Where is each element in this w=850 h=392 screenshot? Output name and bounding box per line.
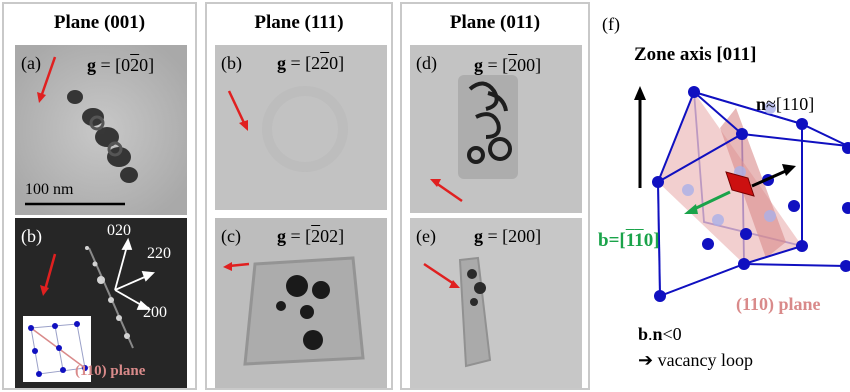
b-value-pre: b=[ <box>598 230 626 251</box>
g-value-pre: = [ <box>286 226 312 246</box>
panel-title: Plane (111) <box>254 12 344 33</box>
image-b1-graphic <box>15 218 187 388</box>
image-a-g-vector: g = [020] <box>87 55 154 76</box>
g-value-post: 0] <box>329 53 345 73</box>
g-symbol: g <box>87 55 96 75</box>
tem-image-c: (c) g = [202] <box>215 218 387 388</box>
inset-plane-label: (110) plane <box>75 363 146 379</box>
g-value-post: 0] <box>139 55 155 75</box>
dir-220-label: 220 <box>147 245 171 262</box>
b-value-post: 0] <box>643 230 660 251</box>
b-value-bar-2: 1 <box>634 230 644 251</box>
vacancy-loop-label: ➔ vacancy loop <box>638 350 754 370</box>
panel-title: Plane (001) <box>53 12 146 33</box>
tem-image-d: (d) g = [200] <box>410 45 582 213</box>
image-e-graphic <box>410 218 582 388</box>
image-e-g-vector: g = [200] <box>474 226 541 247</box>
cond-dot: . <box>648 324 653 344</box>
image-b2-label: (b) <box>221 53 242 73</box>
image-d-label: (d) <box>416 53 437 73</box>
dir-020-label: 020 <box>107 222 131 239</box>
g-symbol: g <box>277 226 286 246</box>
g-symbol: g <box>474 226 483 246</box>
image-b2-g-vector: g = [220] <box>277 53 344 74</box>
panel-title: Plane (011) <box>449 12 541 33</box>
schematic-panel: (f) Zone axis [011] n≈[110] b=[110] (110… <box>596 0 850 392</box>
cube-schematic <box>634 86 850 302</box>
image-c-label: (c) <box>221 226 241 246</box>
n-vector-label: n≈[110] <box>756 94 814 115</box>
g-value-bar: 2 <box>311 226 321 246</box>
g-value-pre: = [2 <box>286 53 321 73</box>
zone-axis-label: Zone axis [011] <box>634 44 757 65</box>
tem-image-a: (a) g = [020] 100 nm <box>15 45 187 215</box>
condition-label: b.n<0 <box>638 324 682 345</box>
tem-image-b-diffraction: (b) 020 220 200 (110) plane <box>15 218 187 388</box>
image-d-graphic <box>410 45 582 213</box>
n-symbol: n <box>756 94 767 114</box>
g-value-bar: 2 <box>508 55 518 75</box>
g-value-post: 00] <box>517 55 542 75</box>
g-value-pre: = [ <box>483 55 509 75</box>
image-d-g-vector: g = [200] <box>474 55 541 76</box>
g-symbol: g <box>277 53 286 73</box>
cond-b: b <box>638 324 649 344</box>
plane-label: (110) plane <box>736 294 821 314</box>
cond-rest: <0 <box>662 324 682 344</box>
g-value: = [200] <box>483 226 542 246</box>
b-vector-label: b=[110] <box>598 230 660 252</box>
image-c-g-vector: g = [202] <box>277 226 344 247</box>
image-b2-graphic <box>215 45 387 210</box>
cond-n: n <box>652 324 663 344</box>
tem-image-b-111: (b) g = [220] <box>215 45 387 210</box>
g-value-post: 02] <box>320 226 345 246</box>
g-value-pre: = [0 <box>96 55 131 75</box>
g-value-bar: 2 <box>130 55 140 75</box>
g-symbol: g <box>474 55 483 75</box>
image-e-label: (e) <box>416 226 436 246</box>
image-a-graphic <box>15 45 187 215</box>
g-value-bar: 2 <box>320 53 330 73</box>
image-a-label: (a) <box>21 53 41 73</box>
scale-bar-label: 100 nm <box>25 181 74 198</box>
dir-200-label: 200 <box>143 304 167 321</box>
image-b1-label: (b) <box>21 226 42 246</box>
b-value-bar-1: 1 <box>625 230 635 251</box>
tem-image-e: (e) g = [200] <box>410 218 582 388</box>
panel-f-label: (f) <box>602 14 620 34</box>
image-c-graphic <box>215 218 387 388</box>
n-value: ≈[110] <box>766 94 815 114</box>
